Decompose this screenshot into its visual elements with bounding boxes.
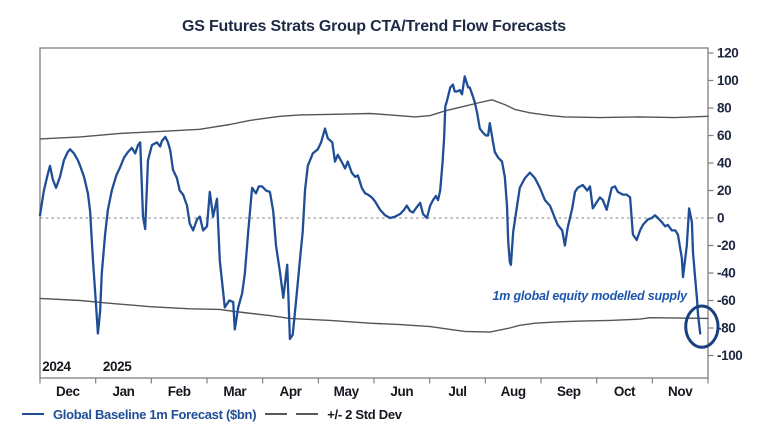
y-tick-label: 20 xyxy=(717,183,731,198)
x-tick-label: Aug xyxy=(501,384,526,399)
y-tick-label: 40 xyxy=(717,156,731,171)
y-tick-label: -40 xyxy=(717,266,735,281)
chart-title: GS Futures Strats Group CTA/Trend Flow F… xyxy=(182,18,566,35)
y-tick-label: -80 xyxy=(717,321,735,336)
y-tick-label: -60 xyxy=(717,293,735,308)
stddev-line-swatch-upper xyxy=(265,413,288,415)
highlight-ellipse xyxy=(684,304,720,349)
x-tick-label: Apr xyxy=(279,384,302,399)
y-tick-label: 120 xyxy=(717,46,738,61)
x-tick-label: Mar xyxy=(223,384,247,399)
y-tick-label: 80 xyxy=(717,101,731,116)
x-tick-label: Nov xyxy=(668,384,693,399)
x-tick-label: May xyxy=(334,384,360,399)
plot-frame xyxy=(39,47,709,379)
forecast-line xyxy=(38,75,702,341)
chart-legend: Global Baseline 1m Forecast ($bn) +/- 2 … xyxy=(22,403,402,425)
lower-stddev-band-line xyxy=(39,297,709,333)
year-label: 2024 xyxy=(42,359,71,374)
stddev-legend-label: +/- 2 Std Dev xyxy=(327,406,402,422)
annotation-text: 1m global equity modelled supply xyxy=(493,289,689,303)
x-tick-label: Jul xyxy=(448,384,466,399)
y-tick-label: 100 xyxy=(717,73,738,88)
x-tick-label: Jun xyxy=(390,384,413,399)
y-tick-label: -20 xyxy=(717,238,735,253)
year-label: 2025 xyxy=(103,359,132,374)
forecast-line-swatch xyxy=(22,413,44,415)
y-tick-label: 0 xyxy=(717,211,724,226)
x-tick-label: Dec xyxy=(56,384,80,399)
x-tick-label: Feb xyxy=(168,384,191,399)
forecast-legend-label: Global Baseline 1m Forecast ($bn) xyxy=(53,406,257,422)
y-tick-label: 60 xyxy=(717,128,731,143)
upper-stddev-band-line xyxy=(39,99,709,140)
x-tick-label: Oct xyxy=(614,384,636,399)
stddev-line-swatch-lower xyxy=(296,413,319,415)
x-tick-label: Sep xyxy=(557,384,581,399)
x-tick-label: Jan xyxy=(112,384,134,399)
y-tick-label: -100 xyxy=(717,348,742,363)
